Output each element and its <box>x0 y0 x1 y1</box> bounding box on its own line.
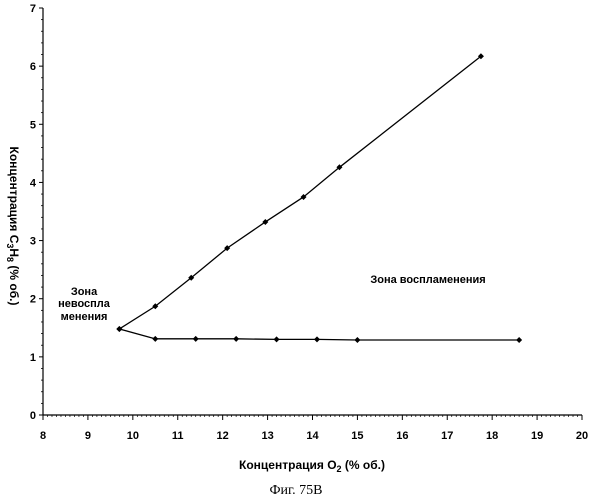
zone-nonflammable-line2: невоспла <box>58 298 111 310</box>
y-tick-label: 6 <box>30 61 36 73</box>
x-tick-label: 14 <box>306 430 319 442</box>
x-tick-label: 20 <box>576 430 588 442</box>
zone-flammable-label: Зона воспламенения <box>370 274 485 286</box>
y-tick-label: 5 <box>30 119 36 131</box>
x-tick-label: 17 <box>441 430 453 442</box>
y-tick-label: 2 <box>30 294 36 306</box>
zone-nonflammable-line3: менения <box>61 311 108 323</box>
x-tick-label: 18 <box>486 430 498 442</box>
x-tick-label: 10 <box>127 430 139 442</box>
x-tick-label: 12 <box>217 430 229 442</box>
data-point <box>274 336 280 342</box>
y-tick-label: 1 <box>30 352 36 364</box>
y-axis-title: Концентрация C3H8 (% об.) <box>5 147 21 306</box>
x-tick-label: 9 <box>85 430 91 442</box>
y-tick-label: 0 <box>30 410 36 422</box>
x-tick-label: 13 <box>261 430 273 442</box>
series-line-1 <box>119 56 481 329</box>
data-point <box>116 326 122 332</box>
x-tick-label: 15 <box>351 430 363 442</box>
series-layer <box>119 56 519 340</box>
x-axis-title: Концентрация O2 (% об.) <box>239 458 385 474</box>
y-tick-label: 4 <box>30 177 37 189</box>
data-point <box>516 337 522 343</box>
data-point <box>193 336 199 342</box>
x-tick-label: 8 <box>40 430 46 442</box>
x-tick-label: 19 <box>531 430 543 442</box>
data-point <box>233 336 239 342</box>
data-point <box>354 337 360 343</box>
x-tick-label: 11 <box>172 430 184 442</box>
x-tick-label: 16 <box>396 430 408 442</box>
points-layer <box>116 53 522 343</box>
series-line-2 <box>119 329 519 340</box>
ticks: 01234567891011121314151617181920 <box>30 3 588 442</box>
y-tick-label: 7 <box>30 3 36 15</box>
zone-nonflammable-line1: Зона <box>71 286 98 298</box>
data-point <box>314 336 320 342</box>
y-tick-label: 3 <box>30 236 36 248</box>
data-point <box>152 336 158 342</box>
axes <box>43 8 582 415</box>
figure-caption: Фиг. 75В <box>269 483 322 498</box>
